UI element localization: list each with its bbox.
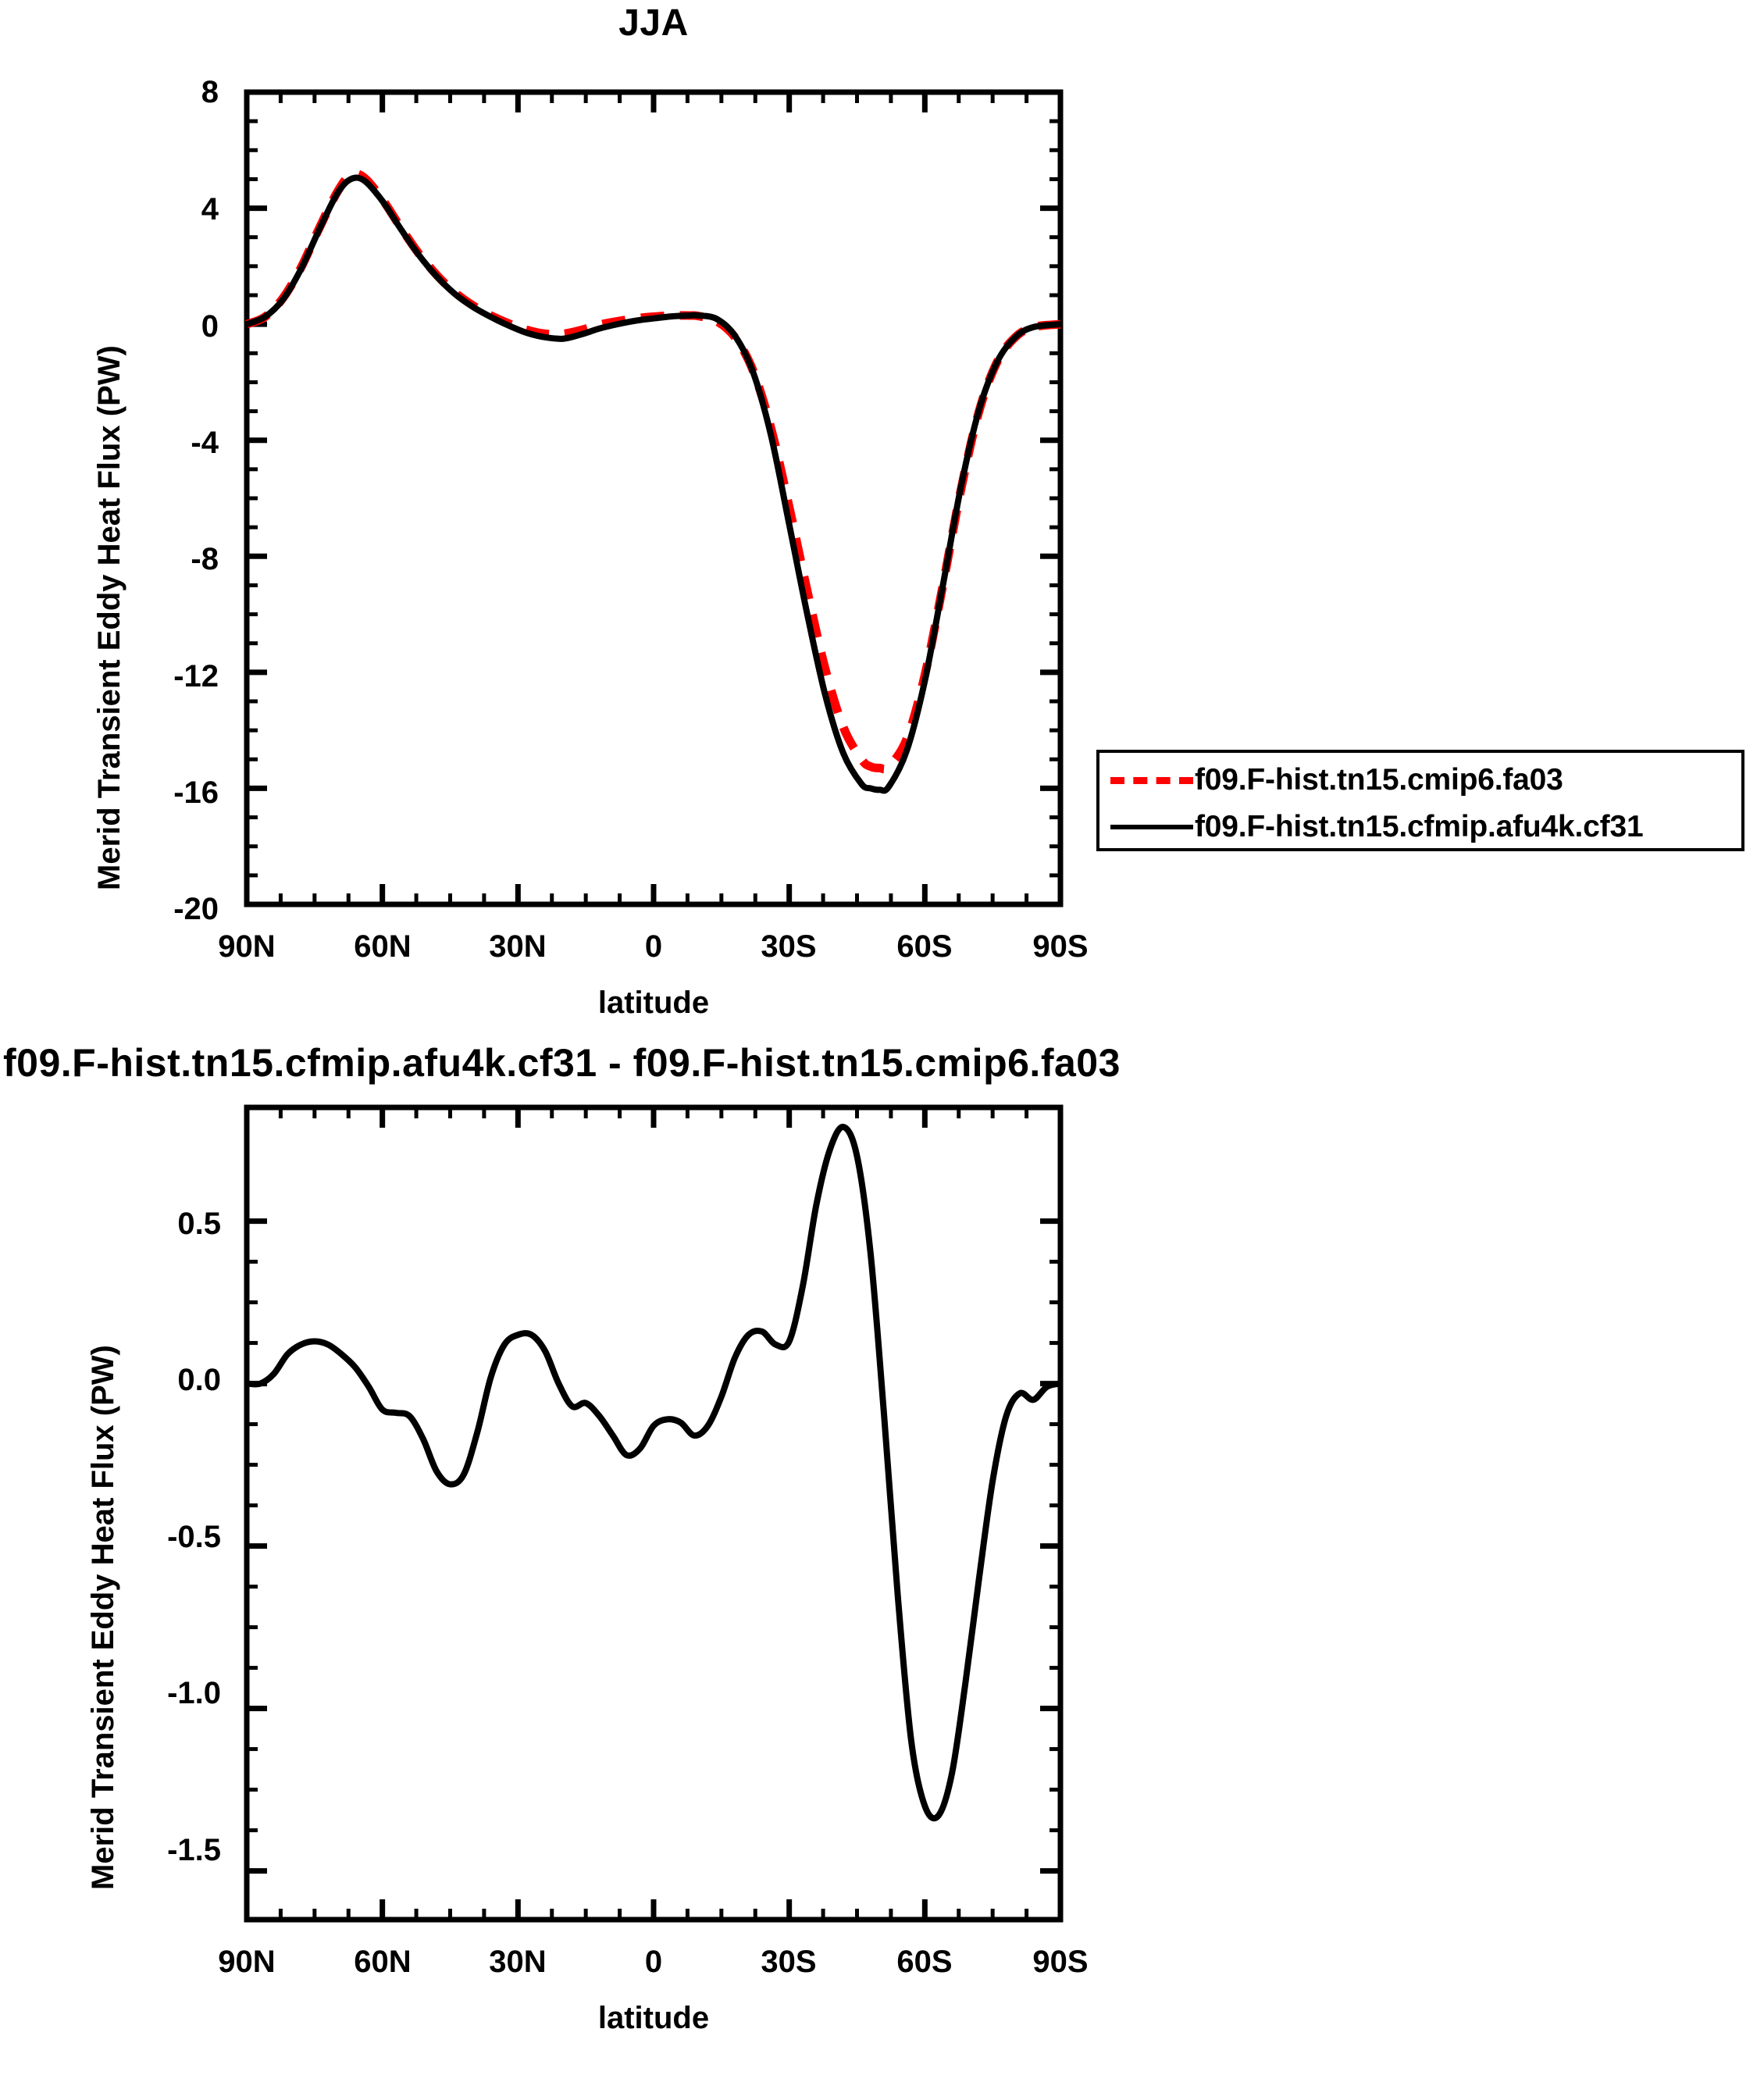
- bottom-xtick-90N: 90N: [218, 1945, 276, 1979]
- bottom-ytick-m0p5: -0.5: [167, 1520, 221, 1554]
- series-line-difference: [246, 1123, 1061, 1822]
- bottom-plot-area: [244, 1104, 1064, 1923]
- series-line-cfmip-afu4k-cf31: [245, 174, 1061, 794]
- bottom-xtick-30N: 30N: [489, 1945, 547, 1979]
- legend-label-cmip6-fa03: f09.F-hist.tn15.cmip6.fa03: [1195, 763, 1563, 797]
- page-title: JJA: [618, 2, 689, 44]
- top-ytick-0: 0: [201, 309, 219, 344]
- bottom-ytick-0p0: 0.0: [177, 1363, 221, 1397]
- difference-title: f09.F-hist.tn15.cfmip.afu4k.cf31 - f09.F…: [3, 1041, 1121, 1085]
- top-plot-area: [244, 89, 1064, 907]
- legend-swatch-dashed-red: [1110, 776, 1193, 784]
- bottom-xtick-60N: 60N: [354, 1945, 412, 1979]
- top-ytick-m4: -4: [191, 426, 219, 460]
- bottom-x-axis-label: latitude: [597, 2001, 710, 2035]
- top-ytick-4: 4: [201, 192, 219, 226]
- top-xtick-30S: 30S: [761, 929, 817, 964]
- series-line-cmip6-fa03: [244, 169, 1061, 774]
- top-xtick-0: 0: [644, 929, 663, 964]
- bottom-ytick-m1p5: -1.5: [167, 1833, 221, 1867]
- bottom-plot-frame: [244, 1104, 1064, 1923]
- bottom-xtick-90S: 90S: [1032, 1945, 1089, 1979]
- bottom-ytick-m1p0: -1.0: [167, 1676, 221, 1710]
- top-ytick-8: 8: [201, 75, 219, 109]
- legend-swatch-solid-black: [1110, 825, 1193, 829]
- bottom-xtick-0: 0: [644, 1945, 663, 1979]
- bottom-ytick-0p5: 0.5: [177, 1207, 221, 1241]
- legend: f09.F-hist.tn15.cmip6.fa03 f09.F-hist.tn…: [1096, 750, 1744, 851]
- top-axis-ticks: [244, 89, 1064, 907]
- top-xtick-60S: 60S: [896, 929, 953, 964]
- top-ytick-m12: -12: [173, 659, 219, 694]
- bottom-xtick-30S: 30S: [761, 1945, 817, 1979]
- top-xtick-60N: 60N: [354, 929, 412, 964]
- bottom-xtick-60S: 60S: [896, 1945, 953, 1979]
- bottom-axis-ticks: [244, 1107, 1064, 1920]
- top-ytick-m20: -20: [173, 892, 219, 926]
- top-xtick-90S: 90S: [1032, 929, 1089, 964]
- top-x-axis-label: latitude: [597, 986, 710, 1020]
- top-ytick-m16: -16: [173, 776, 219, 810]
- top-ytick-m8: -8: [191, 542, 219, 576]
- top-plot-frame: [244, 89, 1064, 907]
- top-xtick-30N: 30N: [489, 929, 547, 964]
- legend-item-cmip6-fa03[interactable]: f09.F-hist.tn15.cmip6.fa03: [1099, 758, 1563, 803]
- legend-label-cfmip-afu4k-cf31: f09.F-hist.tn15.cfmip.afu4k.cf31: [1195, 810, 1644, 843]
- bottom-y-axis-label: Merid Transient Eddy Heat Flux (PW): [86, 1345, 120, 1890]
- top-xtick-90N: 90N: [218, 929, 276, 964]
- legend-item-cfmip-afu4k-cf31[interactable]: f09.F-hist.tn15.cfmip.afu4k.cf31: [1099, 804, 1644, 850]
